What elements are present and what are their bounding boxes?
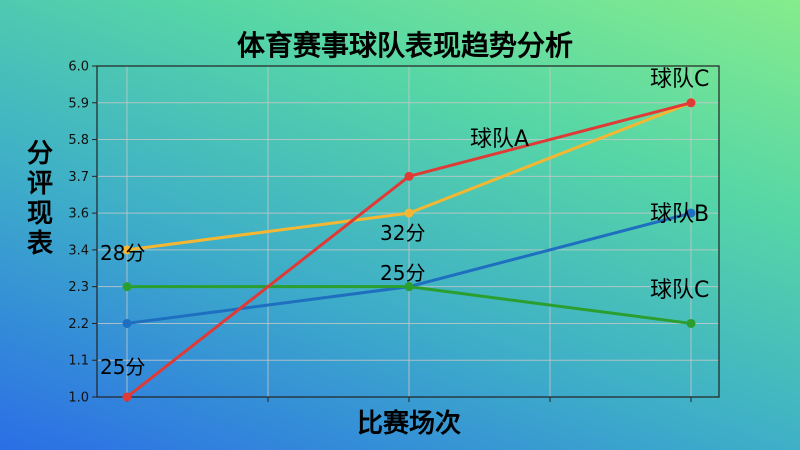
y-axis-label: 分评现表: [27, 139, 54, 259]
series-label: 球队A: [470, 127, 529, 152]
data-point: [404, 208, 414, 218]
y-tick-label: 3.6: [68, 207, 89, 222]
data-label: 25分: [380, 261, 425, 285]
chart-title: 体育赛事球队表现趋势分析: [237, 29, 573, 62]
data-label: 28分: [100, 241, 145, 265]
data-point: [122, 392, 132, 402]
y-tick-label: 2.3: [68, 280, 89, 295]
data-point: [122, 282, 132, 292]
plot-area: [96, 65, 720, 398]
y-tick-label: 3.7: [68, 170, 89, 185]
data-point: [122, 318, 132, 328]
y-tick-label: 1.0: [68, 391, 89, 406]
y-tick-label: 5.9: [68, 96, 89, 111]
data-label: 25分: [100, 355, 145, 379]
series-lines: [122, 98, 696, 402]
y-tick-label: 3.4: [68, 243, 89, 258]
data-point: [686, 98, 696, 108]
y-tick-label: 2.2: [68, 317, 89, 332]
series-label: 球队B: [650, 202, 709, 227]
data-point: [686, 208, 696, 218]
data-point: [404, 171, 414, 181]
labels: 球队A 球队B 球队C 球队C 28分 25分 32分 25分: [100, 67, 709, 379]
data-point: [686, 318, 696, 328]
y-tick-label: 1.1: [68, 354, 89, 369]
y-tick-label: 6.0: [68, 60, 89, 75]
data-label: 32分: [380, 221, 425, 245]
series-label: 球队C: [650, 278, 709, 303]
data-point: [404, 282, 414, 292]
y-axis-ticks: 1.0 1.1 2.2 2.3 3.4 3.6 3.7 5.8 5.9 6.0: [68, 60, 97, 406]
y-tick-label: 5.8: [68, 133, 89, 148]
data-point: [122, 245, 132, 255]
x-axis-label: 比赛场次: [357, 408, 461, 439]
series-label: 球队C: [650, 67, 709, 92]
x-axis-ticks: [126, 397, 692, 402]
